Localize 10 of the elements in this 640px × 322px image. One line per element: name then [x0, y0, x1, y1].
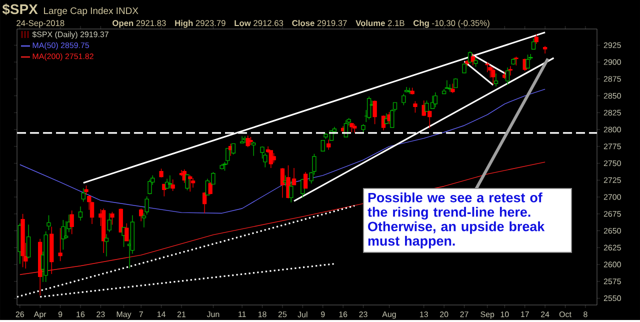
- annotation: Possible we see a retest of the rising trend-line here. Otherwise, an upside break must happen.: [368, 192, 545, 248]
- chart-title: $SPX: [2, 4, 38, 16]
- text: 24-Sep-2018: [16, 20, 64, 28]
- chart-subtitle: Large Cap Index INDX: [44, 7, 138, 16]
- text: Close 2919.37: [292, 20, 347, 26]
- text: Chg -10.30 (-0.35%): [414, 20, 490, 28]
- text: High 2923.79: [175, 20, 226, 28]
- text: Open 2921.83: [112, 20, 166, 28]
- text: Low 2912.63: [234, 20, 284, 26]
- text: Volume 2.1B: [356, 20, 404, 26]
